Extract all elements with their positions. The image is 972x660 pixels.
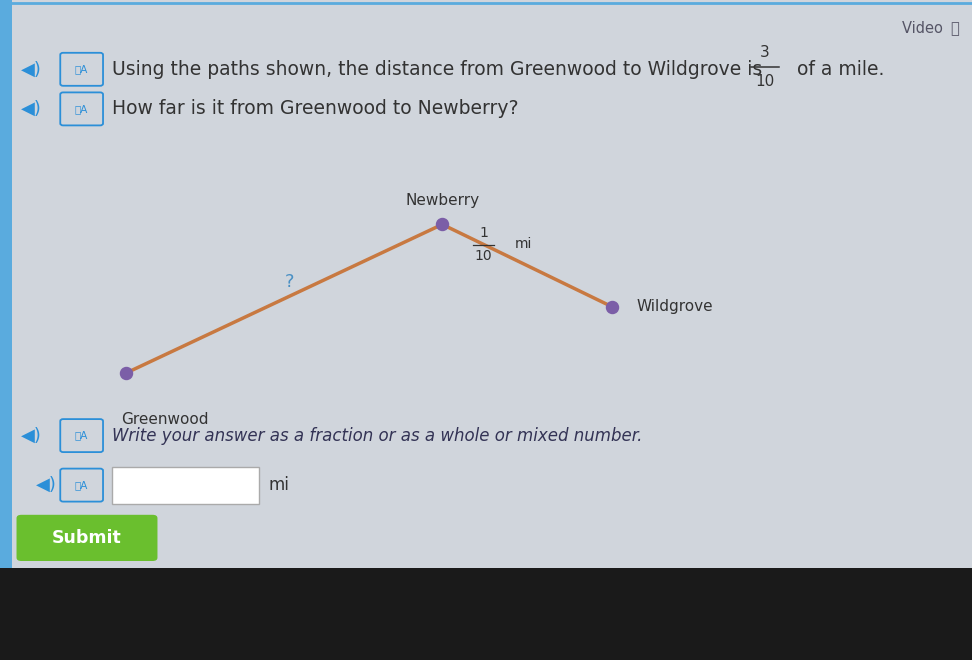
Text: ?: ? <box>285 273 294 291</box>
Text: 文A: 文A <box>75 480 88 490</box>
Point <box>605 302 620 312</box>
Text: 3: 3 <box>760 46 770 60</box>
Text: 文A: 文A <box>75 64 88 75</box>
Text: 10: 10 <box>474 249 493 263</box>
Text: ◀): ◀) <box>21 60 42 79</box>
FancyBboxPatch shape <box>112 467 259 504</box>
Text: Submit: Submit <box>52 529 122 547</box>
Point <box>434 219 450 230</box>
Text: 10: 10 <box>755 74 775 88</box>
Text: Using the paths shown, the distance from Greenwood to Wildgrove is: Using the paths shown, the distance from… <box>112 60 762 79</box>
FancyBboxPatch shape <box>0 0 12 568</box>
FancyBboxPatch shape <box>0 568 972 660</box>
Text: ◀): ◀) <box>21 426 42 445</box>
Text: mi: mi <box>268 476 289 494</box>
Text: ◀): ◀) <box>36 476 56 494</box>
Text: mi: mi <box>514 237 532 251</box>
Text: ◀): ◀) <box>21 100 42 118</box>
Text: Greenwood: Greenwood <box>122 412 209 428</box>
Text: ⓗ: ⓗ <box>951 21 959 36</box>
Text: Video: Video <box>902 21 948 36</box>
Text: 1: 1 <box>479 226 488 240</box>
Text: 文A: 文A <box>75 430 88 441</box>
FancyBboxPatch shape <box>17 515 157 561</box>
Text: How far is it from Greenwood to Newberry?: How far is it from Greenwood to Newberry… <box>112 100 518 118</box>
Text: of a mile.: of a mile. <box>797 60 885 79</box>
Text: Write your answer as a fraction or as a whole or mixed number.: Write your answer as a fraction or as a … <box>112 426 642 445</box>
Text: 文A: 文A <box>75 104 88 114</box>
Point <box>119 368 134 378</box>
Text: Wildgrove: Wildgrove <box>637 300 713 314</box>
Text: Newberry: Newberry <box>405 193 479 208</box>
